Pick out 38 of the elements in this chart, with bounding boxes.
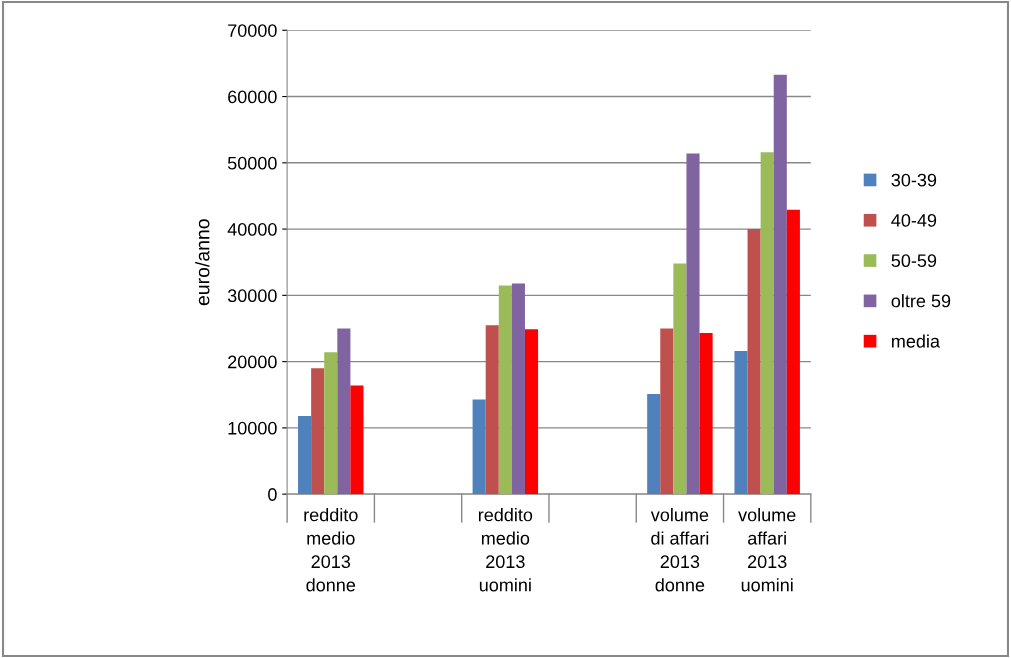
- bar: [760, 152, 774, 495]
- y-tick-label: 70000: [228, 24, 277, 37]
- bar: [472, 399, 486, 495]
- legend-label: 30-39: [891, 173, 937, 187]
- x-tick-label: reddito medio 2013 uomini: [478, 508, 533, 592]
- bar: [311, 368, 325, 495]
- y-tick-label: 0: [268, 488, 277, 501]
- bar: [786, 209, 800, 495]
- bar: [734, 351, 748, 495]
- bar: [524, 329, 539, 495]
- y-axis-title: euro/anno: [195, 219, 210, 306]
- y-tick-label: 30000: [227, 289, 277, 303]
- bar: [350, 385, 364, 495]
- x-tick-label: volume di affari 2013 donne: [650, 508, 709, 592]
- bar: [485, 325, 499, 495]
- bar: [686, 153, 700, 495]
- bar: [498, 285, 512, 495]
- bar: [747, 229, 761, 495]
- bar: [511, 283, 525, 495]
- bar: [324, 352, 338, 495]
- bar: [673, 263, 687, 495]
- bar: [660, 328, 674, 495]
- bar: [773, 74, 787, 495]
- y-tick-label: 20000: [228, 355, 277, 369]
- bar: [337, 328, 351, 495]
- x-tick-label: volume affari 2013 uomini: [738, 508, 796, 592]
- y-tick-label: 60000: [228, 90, 277, 104]
- bar: [647, 394, 661, 495]
- x-tick-label: reddito medio 2013 donne: [304, 508, 358, 592]
- legend-label: oltre 59: [891, 294, 951, 308]
- bar: [699, 333, 713, 495]
- legend-label: 50-59: [891, 254, 937, 268]
- y-tick-label: 10000: [228, 421, 277, 435]
- legend-label: media: [892, 334, 940, 348]
- y-tick-label: 40000: [227, 223, 277, 236]
- bar: [298, 415, 312, 495]
- y-tick-label: 50000: [227, 156, 277, 170]
- legend-label: 40-49: [891, 213, 937, 227]
